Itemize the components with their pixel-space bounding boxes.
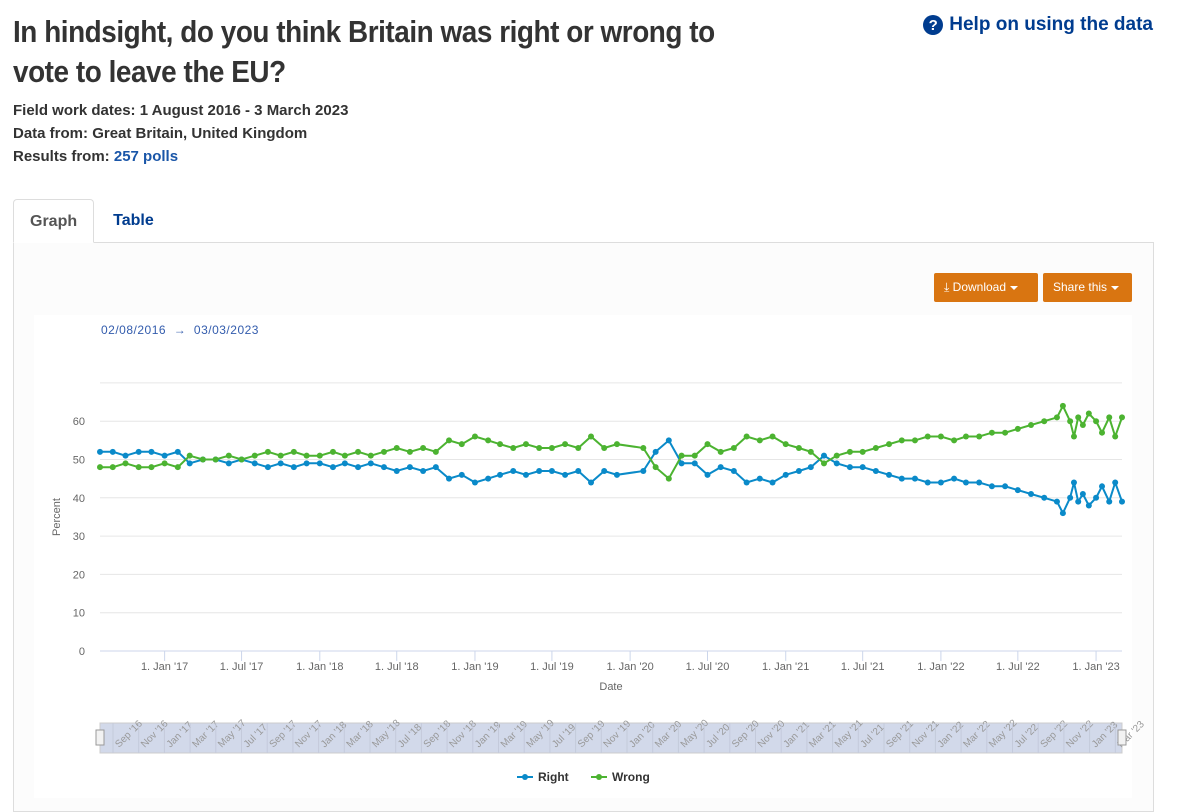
view-tabs: Graph Table	[13, 199, 170, 243]
help-link-label: Help on using the data	[949, 14, 1153, 35]
data-from-value: Great Britain, United Kingdom	[92, 125, 308, 142]
caret-down-icon	[1010, 285, 1019, 290]
data-from-label: Data from:	[13, 125, 89, 142]
range-to[interactable]: 03/03/2023	[193, 323, 259, 337]
range-arrow: →	[173, 323, 187, 337]
fieldwork-dates: Field work dates: 1 August 2016 - 3 Marc…	[13, 102, 348, 119]
chart-area	[34, 315, 1132, 798]
results-label: Results from:	[13, 148, 110, 165]
page-title: In hindsight, do you think Britain was r…	[13, 14, 715, 89]
caret-down-icon	[1111, 285, 1120, 290]
download-label: Download	[952, 280, 1007, 294]
share-button[interactable]: Share this	[1043, 273, 1132, 302]
data-from: Data from: Great Britain, United Kingdom	[13, 125, 307, 142]
tab-graph[interactable]: Graph	[13, 199, 95, 243]
fieldwork-value: 1 August 2016 - 3 March 2023	[139, 102, 349, 119]
question-circle-icon: ?	[923, 15, 944, 35]
results-from: Results from: 257 polls	[13, 148, 178, 165]
fieldwork-label: Field work dates:	[13, 102, 136, 119]
download-button[interactable]: ⤓ Download	[934, 273, 1038, 302]
date-range: 02/08/2016 → 03/03/2023	[101, 323, 259, 337]
help-link[interactable]: ? Help on using the data	[923, 14, 1153, 36]
range-from[interactable]: 02/08/2016	[101, 323, 167, 337]
download-icon: ⤓	[944, 280, 950, 294]
polls-link[interactable]: 257 polls	[113, 148, 179, 165]
share-label: Share this	[1053, 280, 1108, 294]
tab-table[interactable]: Table	[113, 212, 154, 229]
